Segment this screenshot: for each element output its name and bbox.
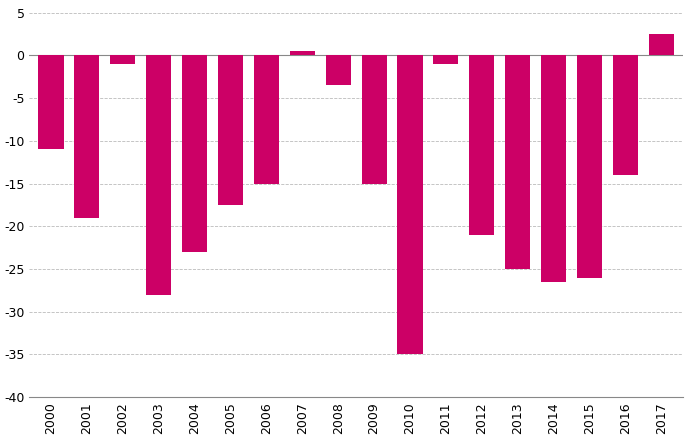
Bar — [361, 56, 387, 184]
Bar — [74, 56, 100, 218]
Bar — [541, 56, 566, 282]
Bar — [182, 56, 207, 252]
Bar — [326, 56, 351, 85]
Bar — [577, 56, 602, 278]
Bar — [146, 56, 171, 295]
Bar — [38, 56, 63, 149]
Bar — [613, 56, 638, 175]
Bar — [254, 56, 279, 184]
Bar — [397, 56, 423, 354]
Bar — [290, 51, 315, 56]
Bar — [505, 56, 530, 269]
Bar — [469, 56, 495, 235]
Bar — [433, 56, 458, 64]
Bar — [110, 56, 135, 64]
Bar — [649, 34, 674, 56]
Bar — [218, 56, 243, 205]
